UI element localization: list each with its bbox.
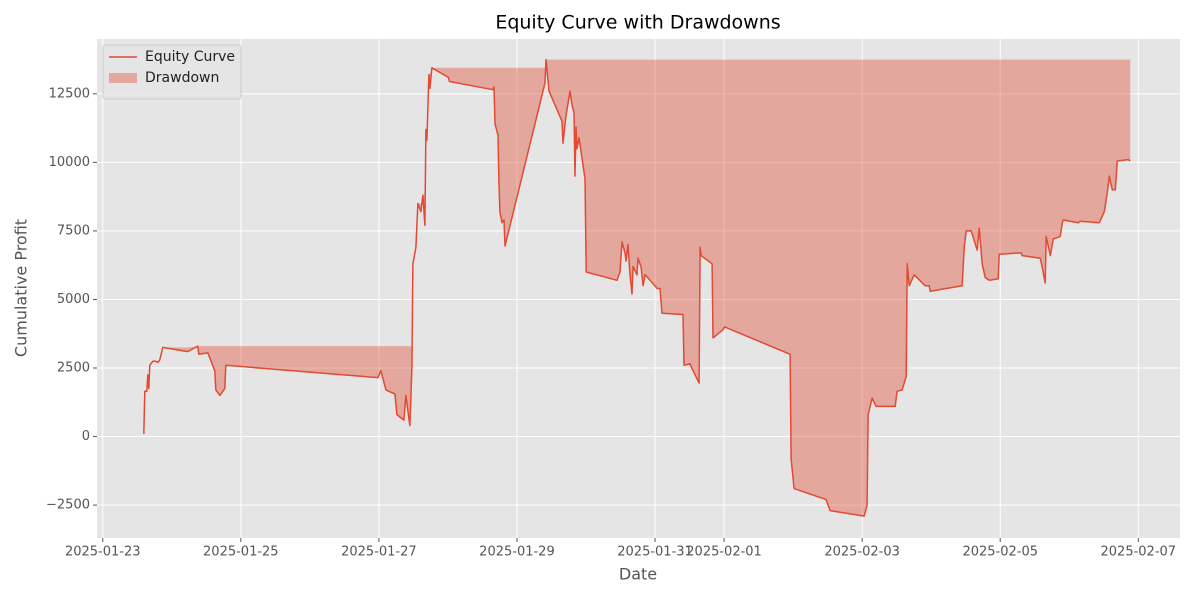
x-tick-label: 2025-02-05 — [962, 545, 1038, 560]
plot-area — [97, 39, 1180, 538]
y-tick-label: 0 — [82, 429, 90, 444]
x-tick-label: 2025-02-07 — [1101, 545, 1177, 560]
y-tick-label: 12500 — [49, 86, 90, 101]
y-tick-label: 2500 — [57, 361, 90, 376]
x-tick-label: 2025-01-29 — [479, 545, 555, 560]
x-tick-label: 2025-01-27 — [341, 545, 417, 560]
y-tick-label: −2500 — [46, 498, 90, 513]
equity-line — [143, 58, 1131, 517]
x-axis-label: Date — [619, 565, 657, 584]
x-tick-label: 2025-02-01 — [686, 545, 762, 560]
y-tick-label: 5000 — [57, 292, 90, 307]
legend-label: Drawdown — [145, 70, 219, 86]
x-tick-label: 2025-01-23 — [65, 545, 141, 560]
legend-swatch — [109, 73, 137, 83]
chart-title: Equity Curve with Drawdowns — [495, 12, 780, 34]
y-tick-label: 7500 — [57, 223, 90, 238]
y-tick-label: 10000 — [49, 155, 90, 170]
drawdown-area — [143, 59, 1131, 517]
legend-label: Equity Curve — [145, 49, 235, 65]
legend-box — [102, 44, 242, 100]
x-tick-label: 2025-01-31 — [617, 545, 693, 560]
x-tick-label: 2025-02-03 — [824, 545, 900, 560]
x-tick-label: 2025-01-25 — [203, 545, 279, 560]
y-axis-label: Cumulative Profit — [12, 219, 31, 357]
